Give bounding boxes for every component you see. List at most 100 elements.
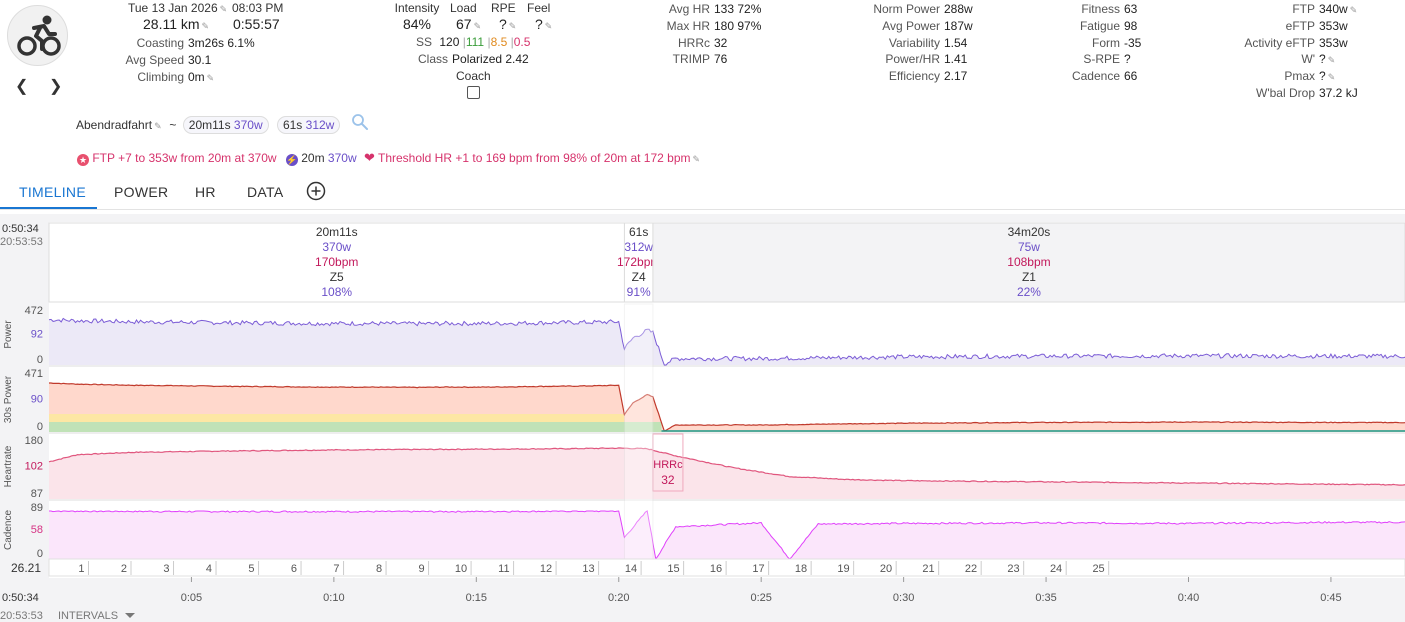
panel-tick: 180 bbox=[25, 435, 43, 447]
tab-data[interactable]: DATA bbox=[247, 184, 284, 200]
footer-clock: 20:53:53 bbox=[0, 610, 43, 622]
km-marker: 1 bbox=[78, 563, 84, 575]
speed-stats: Coasting 3m26s 6.1% Avg Speed 30.1 Climbin… bbox=[60, 35, 255, 85]
hr-line bbox=[48, 447, 1405, 486]
km-marker: 9 bbox=[418, 563, 424, 575]
interval-percent: 22% bbox=[1017, 285, 1041, 299]
panel-tick: 58 bbox=[31, 524, 43, 536]
interval-power: 370w bbox=[322, 240, 351, 254]
hrrc-label: HRRc bbox=[653, 459, 683, 471]
interval-power: 312w bbox=[624, 240, 653, 254]
interval-percent: 108% bbox=[321, 285, 352, 299]
interval-zone: Z1 bbox=[1022, 270, 1036, 284]
km-marker: 21 bbox=[922, 563, 934, 575]
chart-start-clock: 20:53:53 bbox=[0, 236, 43, 248]
power-30s-z2-band bbox=[49, 414, 625, 422]
heart-icon: ❤ bbox=[363, 150, 375, 165]
km-marker: 5 bbox=[248, 563, 254, 575]
search-icon[interactable] bbox=[351, 113, 369, 134]
power-line bbox=[48, 317, 1405, 366]
coach-checkbox[interactable] bbox=[467, 86, 480, 99]
ftp-stat[interactable]: FTP 340w bbox=[1240, 1, 1359, 18]
cycling-icon bbox=[17, 15, 61, 56]
km-marker: 15 bbox=[667, 563, 679, 575]
feel-label: Feel bbox=[527, 1, 551, 15]
km-marker: 17 bbox=[752, 563, 764, 575]
interval-hr: 170bpm bbox=[315, 255, 358, 269]
km-marker: 4 bbox=[206, 563, 212, 575]
lightning-badge-icon: ⚡ bbox=[285, 154, 298, 166]
activity-name[interactable]: Abendradfahrt bbox=[76, 118, 163, 132]
km-marker: 2 bbox=[121, 563, 127, 575]
tab-timeline[interactable]: TIMELINE bbox=[19, 184, 86, 200]
activity-distance[interactable]: 28.11 km bbox=[143, 16, 211, 32]
interval-box bbox=[652, 222, 1405, 303]
activity-name-row: Abendradfahrt ~ 20m11s 370w 61s 312w bbox=[76, 116, 341, 134]
w-prime-stat[interactable]: W'? bbox=[1240, 51, 1359, 68]
tab-power[interactable]: POWER bbox=[114, 184, 169, 200]
activity-tabs: TIMELINE POWER HR DATA bbox=[0, 178, 1405, 210]
km-marker: 19 bbox=[837, 563, 849, 575]
interval-zone: Z4 bbox=[632, 270, 646, 284]
activity-duration: 0:55:57 bbox=[233, 16, 280, 32]
plus-circle-icon bbox=[306, 181, 326, 201]
intensity-class: Class Polarized 2.42 bbox=[418, 52, 529, 66]
km-marker: 6 bbox=[291, 563, 297, 575]
next-activity-button[interactable]: ❯ bbox=[49, 78, 63, 95]
interval-duration: 34m20s bbox=[1008, 225, 1051, 239]
best-power-achievement[interactable]: ⚡ 20m 370w bbox=[285, 151, 357, 166]
pmax-stat[interactable]: Pmax? bbox=[1240, 68, 1359, 85]
panel-label: 30s Power bbox=[3, 375, 14, 423]
km-marker: 24 bbox=[1050, 563, 1062, 575]
km-marker: 8 bbox=[376, 563, 382, 575]
activity-date[interactable]: Tue 13 Jan 2026 bbox=[128, 1, 229, 15]
rpe-value[interactable]: ? bbox=[499, 16, 518, 32]
panel-label: Power bbox=[3, 320, 14, 349]
interval-box bbox=[623, 222, 654, 303]
hr-area bbox=[49, 447, 1405, 499]
load-label: Load bbox=[450, 1, 477, 15]
hrrc-box bbox=[652, 433, 684, 492]
panel-tick: 92 bbox=[31, 329, 43, 341]
threshold-hr-achievement[interactable]: ❤ Threshold HR +1 to 169 bpm from 98% of… bbox=[363, 150, 702, 165]
fitness-stats: Fitness 63 Fatigue 98 Form -35 S-RPE? Caden… bbox=[1071, 2, 1142, 84]
hr-stats: Avg HR 133 72% Max HR 180 97% HRRc 32 TRIMP… bbox=[666, 2, 762, 67]
km-marker: 11 bbox=[498, 563, 509, 575]
interval-chip-20m[interactable]: 20m11s 370w bbox=[182, 116, 269, 134]
chart-start-time: 0:50:34 bbox=[2, 223, 39, 235]
load-value[interactable]: 67 bbox=[456, 16, 483, 32]
climbing-stat[interactable]: Climbing 0m bbox=[60, 69, 255, 86]
timeline-chart-svg[interactable]: 0:50:3420:53:5320m11s370w170bpmZ5108%61s… bbox=[0, 214, 1405, 622]
interval-duration: 61s bbox=[629, 225, 648, 239]
km-marker: 18 bbox=[795, 563, 807, 575]
tab-hr[interactable]: HR bbox=[195, 184, 216, 200]
time-axis-label: 0:05 bbox=[181, 592, 202, 604]
time-axis-label: 0:40 bbox=[1178, 592, 1199, 604]
km-marker: 23 bbox=[1007, 563, 1019, 575]
activity-type-avatar bbox=[7, 5, 68, 66]
feel-value[interactable]: ? bbox=[535, 16, 554, 32]
ftp-achievement[interactable]: ★ FTP +7 to 353w from 20m at 370w bbox=[77, 151, 277, 166]
cadence-area bbox=[49, 511, 1405, 559]
add-tab-button[interactable] bbox=[306, 181, 326, 204]
power-stats: Norm Power 288w Avg Power 187w Variability… bbox=[873, 2, 973, 84]
interval-chip-61s[interactable]: 61s 312w bbox=[276, 116, 341, 134]
previous-activity-button[interactable]: ❮ bbox=[15, 78, 29, 95]
panel-tick: 90 bbox=[31, 394, 43, 406]
interval-zone: Z5 bbox=[330, 270, 344, 284]
achievements-row: ★ FTP +7 to 353w from 20m at 370w ⚡ 20m … bbox=[77, 150, 701, 166]
cadence-line bbox=[49, 510, 1405, 561]
selected-interval-highlight bbox=[623, 303, 654, 575]
footer-time: 0:50:34 bbox=[2, 592, 39, 604]
time-axis-label: 0:35 bbox=[1035, 592, 1056, 604]
panel-tick: 87 bbox=[31, 488, 43, 500]
km-marker: 16 bbox=[710, 563, 722, 575]
power-30s-z1-band bbox=[49, 422, 662, 432]
panel-label: Cadence bbox=[3, 510, 14, 550]
interval-hr: 108bpm bbox=[1007, 255, 1050, 269]
km-marker: 13 bbox=[582, 563, 594, 575]
interval-hr: 172bpm bbox=[617, 255, 660, 269]
timeline-chart[interactable]: 0:50:34 20:53:53 20m11s 370w 170bpm Z5 108% 61s… bbox=[0, 214, 1405, 622]
interval-box bbox=[48, 222, 625, 303]
